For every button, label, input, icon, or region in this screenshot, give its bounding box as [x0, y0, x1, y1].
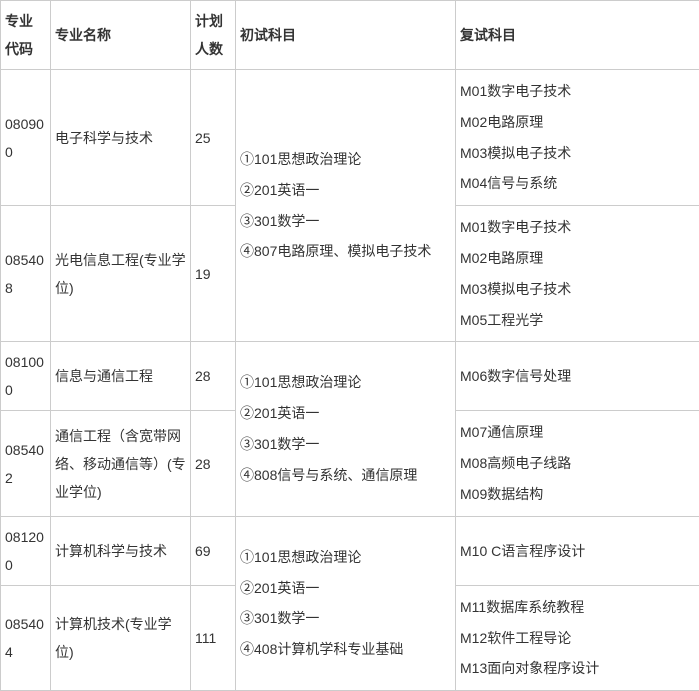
majors-table: 专业代码 专业名称 计划人数 初试科目 复试科目 080900 电子科学与技术 …: [0, 0, 699, 691]
cell-plan: 28: [191, 411, 236, 516]
table-row: 080900 电子科学与技术 25 ①101思想政治理论②201英语一③301数…: [1, 70, 699, 206]
cell-plan: 111: [191, 585, 236, 690]
cell-retest: M11数据库系统教程M12软件工程导论M13面向对象程序设计: [456, 585, 699, 690]
cell-code: 085402: [1, 411, 51, 516]
cell-code: 085404: [1, 585, 51, 690]
cell-plan: 19: [191, 206, 236, 342]
table-row: 081000 信息与通信工程 28 ①101思想政治理论②201英语一③301数…: [1, 342, 699, 411]
cell-retest: M07通信原理M08高频电子线路M09数据结构: [456, 411, 699, 516]
cell-code: 081000: [1, 342, 51, 411]
cell-name: 电子科学与技术: [51, 70, 191, 206]
cell-retest: M01数字电子技术M02电路原理M03模拟电子技术M04信号与系统: [456, 70, 699, 206]
cell-name: 光电信息工程(专业学位): [51, 206, 191, 342]
cell-first-exam: ①101思想政治理论②201英语一③301数学一④808信号与系统、通信原理: [236, 342, 456, 516]
header-name: 专业名称: [51, 1, 191, 70]
header-plan: 计划人数: [191, 1, 236, 70]
cell-plan: 25: [191, 70, 236, 206]
cell-plan: 28: [191, 342, 236, 411]
cell-retest: M06数字信号处理: [456, 342, 699, 411]
cell-name: 信息与通信工程: [51, 342, 191, 411]
cell-name: 计算机技术(专业学位): [51, 585, 191, 690]
cell-name: 通信工程（含宽带网络、移动通信等）(专业学位): [51, 411, 191, 516]
header-first: 初试科目: [236, 1, 456, 70]
table-header-row: 专业代码 专业名称 计划人数 初试科目 复试科目: [1, 1, 699, 70]
header-code: 专业代码: [1, 1, 51, 70]
cell-code: 080900: [1, 70, 51, 206]
header-retest: 复试科目: [456, 1, 699, 70]
cell-first-exam: ①101思想政治理论②201英语一③301数学一④408计算机学科专业基础: [236, 516, 456, 690]
cell-first-exam: ①101思想政治理论②201英语一③301数学一④807电路原理、模拟电子技术: [236, 70, 456, 342]
cell-code: 085408: [1, 206, 51, 342]
cell-retest: M01数字电子技术M02电路原理M03模拟电子技术M05工程光学: [456, 206, 699, 342]
